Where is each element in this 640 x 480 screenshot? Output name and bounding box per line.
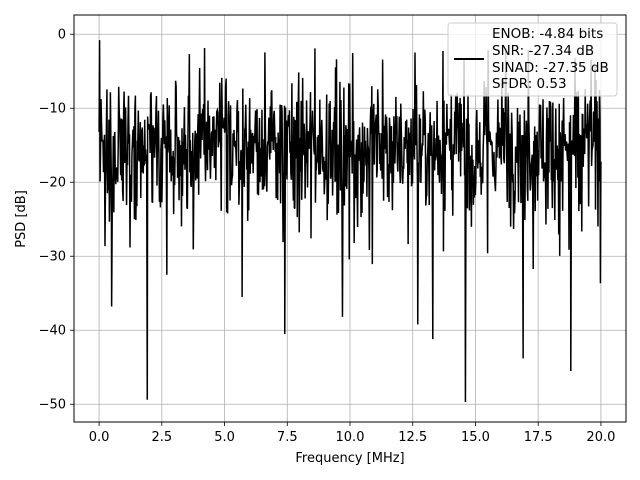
legend-snr: SNR: -27.34 dB [492, 43, 594, 59]
series-layer [98, 40, 602, 403]
legend-sinad: SINAD: -27.35 dB [492, 60, 609, 76]
legend-sfdr: SFDR: 0.53 [492, 76, 567, 92]
y-tick-label: −20 [39, 176, 66, 191]
legend-box [447, 22, 618, 97]
y-tick-label: −40 [39, 324, 66, 339]
ticks: 0.0 2.5 5.0 7.5 10.0 12.5 15.0 17.5 20.0 0 −10 −20 −… [39, 28, 616, 445]
x-tick-label: 5.0 [214, 430, 235, 445]
x-tick-label: 20.0 [586, 430, 615, 445]
x-tick-label: 17.5 [524, 430, 553, 445]
x-tick-label: 0.0 [89, 430, 110, 445]
legend: ENOB: -4.84 bits SNR: -27.34 dB SINAD: -… [447, 22, 618, 97]
y-tick-label: −30 [39, 250, 66, 265]
x-tick-label: 7.5 [277, 430, 298, 445]
y-tick-label: −10 [39, 102, 66, 117]
x-tick-label: 10.0 [336, 430, 365, 445]
x-tick-label: 2.5 [151, 430, 172, 445]
psd-series-line [98, 40, 602, 403]
legend-enob: ENOB: -4.84 bits [492, 26, 603, 42]
y-tick-label: 0 [58, 28, 66, 43]
y-tick-label: −50 [39, 398, 66, 413]
x-tick-label: 15.0 [461, 430, 490, 445]
x-tick-label: 12.5 [398, 430, 427, 445]
y-axis-label: PSD [dB] [14, 190, 29, 248]
x-axis-label: Frequency [MHz] [295, 451, 404, 466]
